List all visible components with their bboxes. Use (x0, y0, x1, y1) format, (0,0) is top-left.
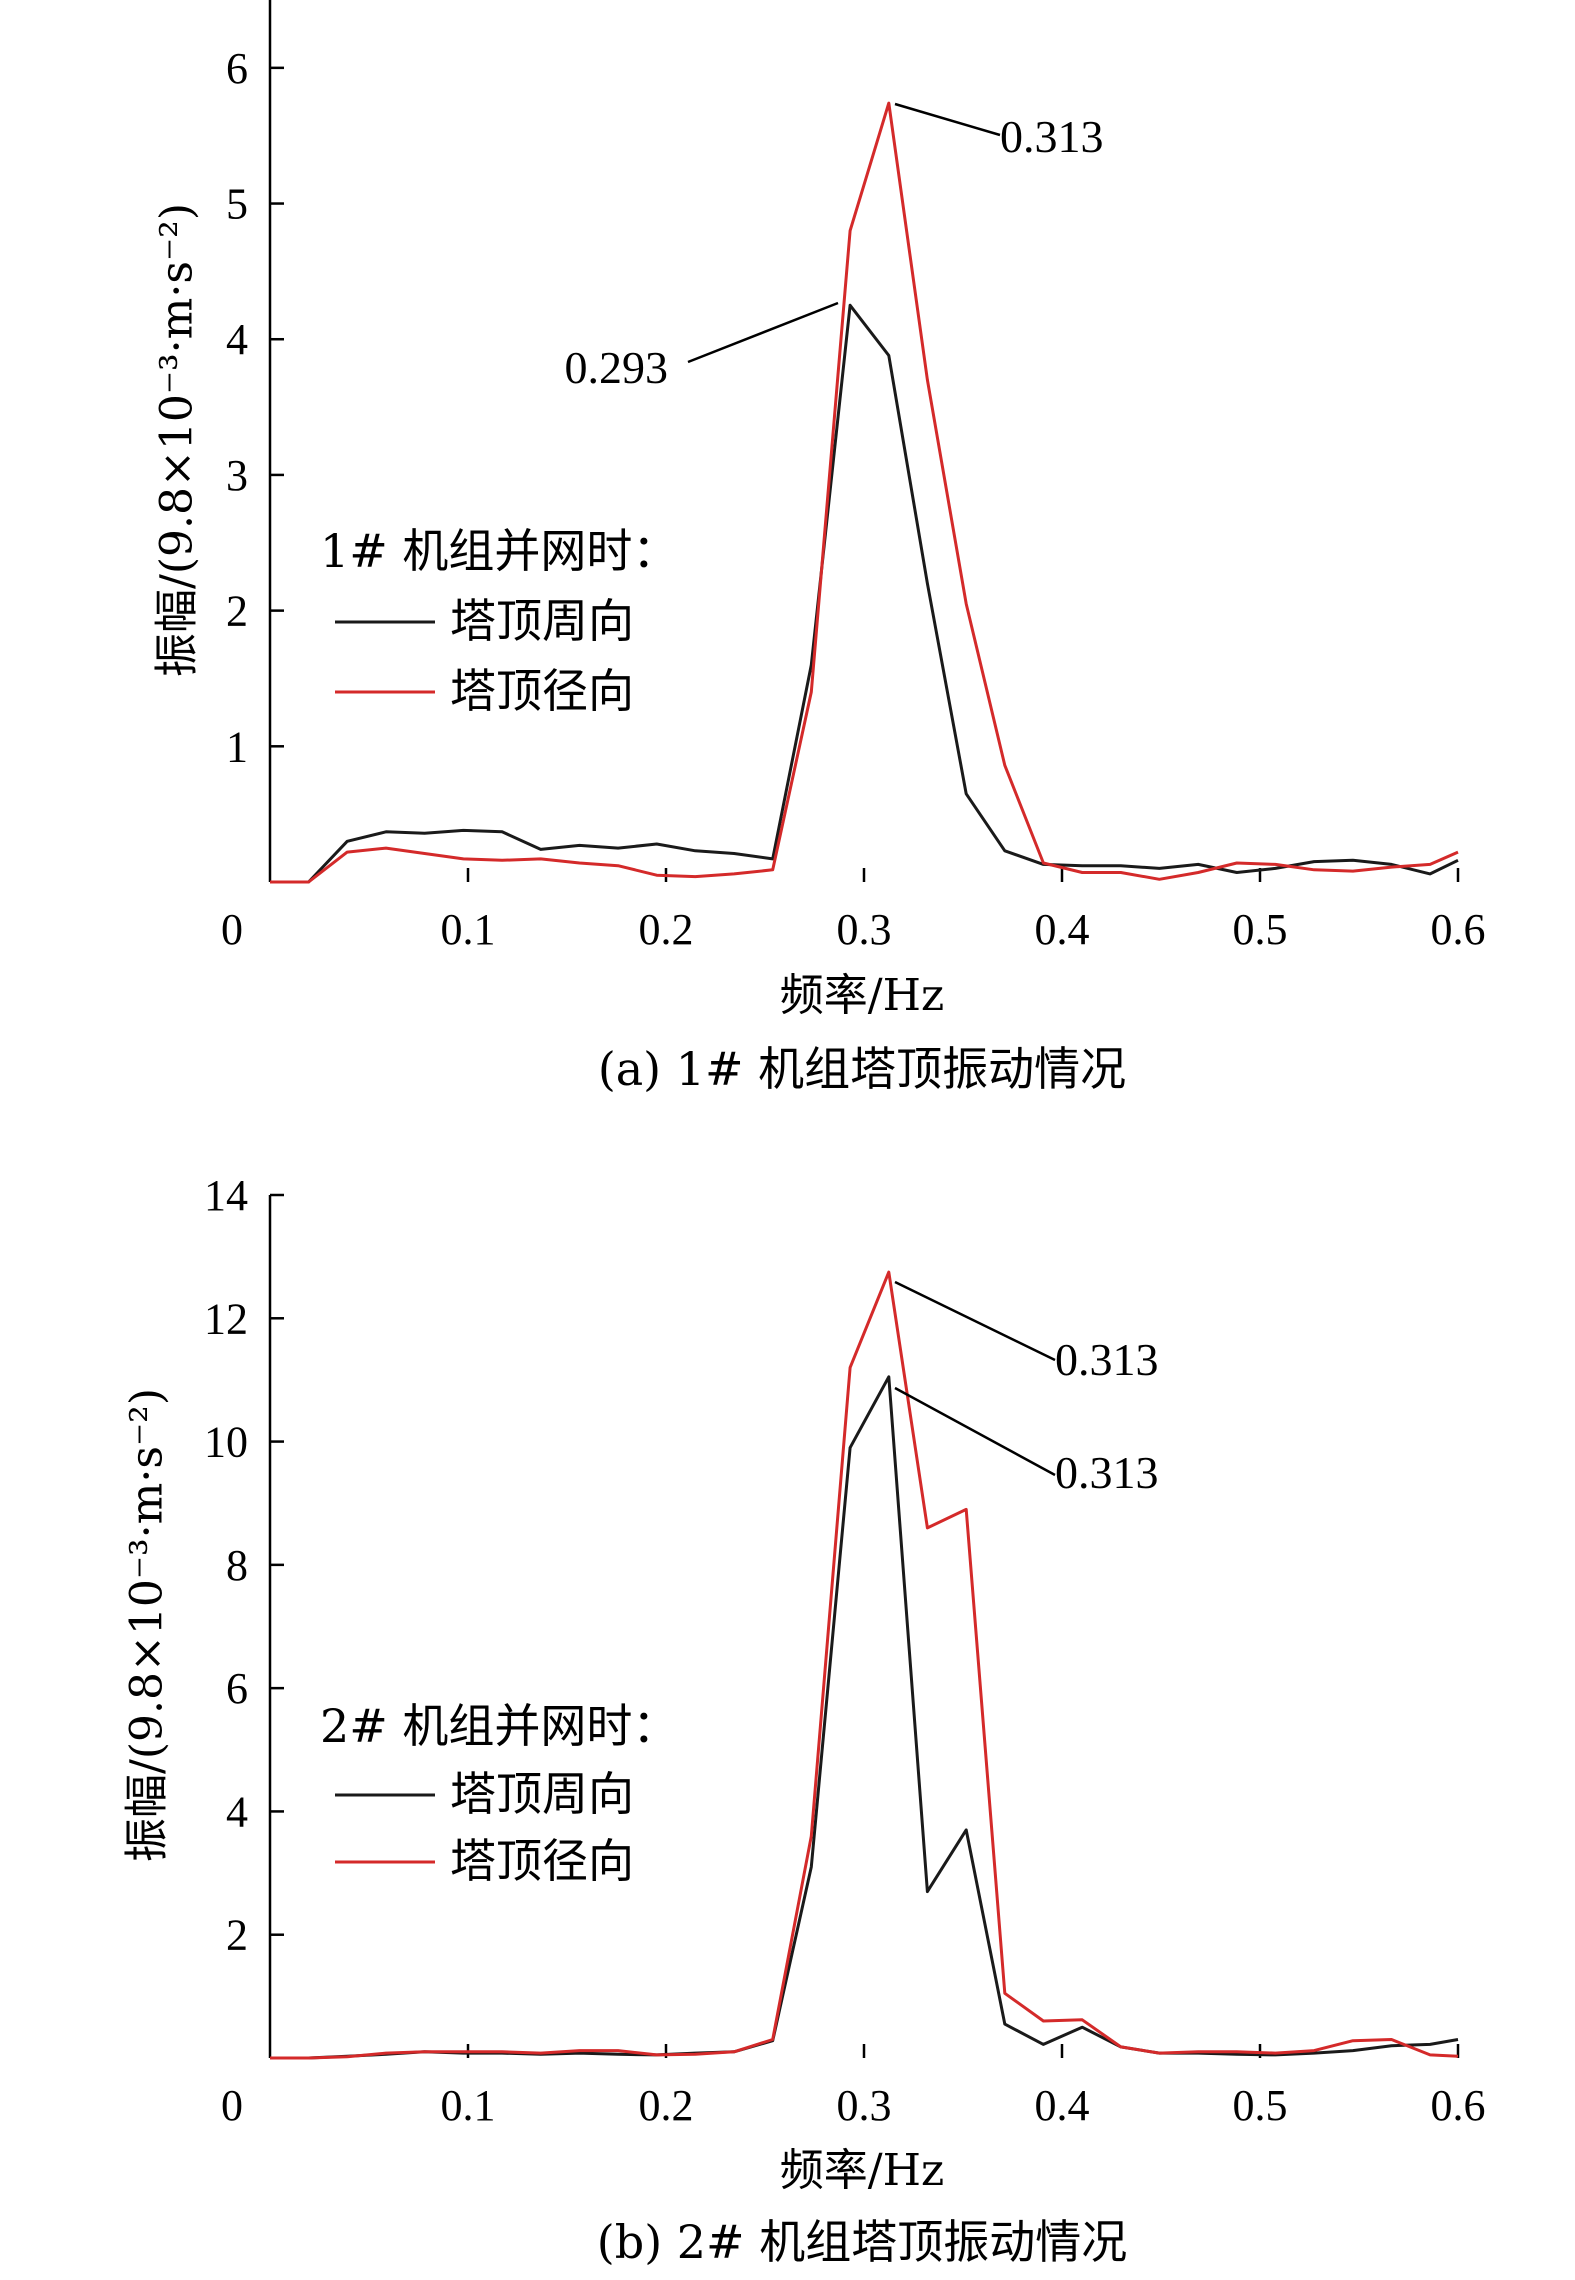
panel-b-legend: 2# 机组并网时： 塔顶周向 塔顶径向 (320, 1699, 678, 1888)
panel-b-x-ticks: 0 0.1 0.2 0.3 0.4 0.5 0.6 (221, 2044, 1486, 2130)
panel-a-x-tick-label: 0 (221, 905, 243, 954)
panel-a-y-label: 振幅/(9.8×10⁻³·m·s⁻²) (152, 203, 203, 677)
panel-a-x-tick-label: 0.1 (441, 905, 496, 954)
panel-a-y-tick-label: 6 (226, 44, 248, 93)
panel-a-caption: (a) 1# 机组塔顶振动情况 (598, 1042, 1126, 1096)
panel-a-legend-title: 1# 机组并网时： (320, 524, 678, 578)
panel-a-legend: 1# 机组并网时： 塔顶周向 塔顶径向 (320, 524, 678, 718)
panel-b-annotations: 0.313 0.313 (894, 1280, 1159, 1498)
panel-b-x-tick-label: 0.1 (441, 2081, 496, 2130)
panel-b-x-tick-label: 0.5 (1233, 2081, 1288, 2130)
panel-b-x-tick-label: 0.6 (1431, 2081, 1486, 2130)
panel-a-x-label: 频率/Hz (780, 970, 944, 1021)
panel-a-series-line-circumferential (270, 303, 1459, 884)
panel-a-legend-label-circumferential: 塔顶周向 (450, 594, 634, 648)
panel-b-y-tick-label: 12 (204, 1294, 248, 1343)
panel-a-annotations: 0.313 0.293 (565, 102, 1104, 393)
panel-a-x-tick-label: 0.2 (639, 905, 694, 954)
panel-a-y-ticks: 1 2 3 4 5 6 (226, 44, 284, 771)
panel-b-legend-label-radial: 塔顶径向 (450, 1834, 634, 1888)
panel-a-chart: 1 2 3 4 5 6 0 0.1 0.2 0.3 0.4 0.5 0.6 0.313 0.293 振幅… (152, 0, 1486, 1096)
panel-a-y-tick-label: 1 (226, 722, 248, 771)
panel-a-x-tick-label: 0.5 (1233, 905, 1288, 954)
panel-b-x-label: 频率/Hz (780, 2145, 944, 2196)
panel-b-caption: (b) 2# 机组塔顶振动情况 (597, 2215, 1127, 2269)
panel-b-y-tick-label: 2 (226, 1911, 248, 1960)
panel-a-y-tick-label: 3 (226, 451, 248, 500)
panel-a-x-tick-label: 0.6 (1431, 905, 1486, 954)
panel-b-x-tick-label: 0 (221, 2081, 243, 2130)
panel-a-annotation-label: 0.313 (1000, 111, 1104, 162)
panel-b-annotation-leader (894, 1386, 1056, 1477)
panel-b-series (270, 1270, 1459, 2060)
panel-b-y-tick-label: 4 (226, 1787, 248, 1836)
panel-a-annotation-leader (687, 301, 839, 364)
panel-a-annotation-label: 0.293 (565, 342, 669, 393)
panel-b-y-tick-label: 10 (204, 1418, 248, 1467)
panel-a-x-tick-label: 0.3 (837, 905, 892, 954)
panel-a-series (270, 101, 1459, 884)
panel-b-x-tick-label: 0.2 (639, 2081, 694, 2130)
panel-b-legend-title: 2# 机组并网时： (320, 1699, 678, 1753)
panel-a-annotation-leader (894, 102, 1001, 137)
panel-a-x-tick-label: 0.4 (1035, 905, 1090, 954)
panel-b-y-label: 振幅/(9.8×10⁻³·m·s⁻²) (122, 1388, 173, 1862)
panel-a-y-tick-label: 5 (226, 180, 248, 229)
panel-b-y-tick-label: 14 (204, 1171, 248, 1220)
panel-b-legend-label-circumferential: 塔顶周向 (450, 1767, 634, 1821)
panel-b-y-ticks: 2 4 6 8 10 12 14 (204, 1171, 284, 1960)
panel-a-x-ticks: 0 0.1 0.2 0.3 0.4 0.5 0.6 (221, 868, 1486, 954)
panel-b-annotation-label: 0.313 (1055, 1447, 1159, 1498)
panel-b-y-tick-label: 6 (226, 1664, 248, 1713)
panel-a-y-tick-label: 2 (226, 587, 248, 636)
panel-a-legend-label-radial: 塔顶径向 (450, 664, 634, 718)
panel-a-y-tick-label: 4 (226, 315, 248, 364)
panel-b-y-tick-label: 8 (226, 1541, 248, 1590)
panel-b-x-tick-label: 0.3 (837, 2081, 892, 2130)
panel-b-annotation-label: 0.313 (1055, 1334, 1159, 1385)
panel-a-series-line-radial (270, 101, 1459, 884)
panel-b-series-line-radial (270, 1270, 1459, 2060)
panel-b-annotation-leader (894, 1280, 1056, 1362)
panel-b-x-tick-label: 0.4 (1035, 2081, 1090, 2130)
